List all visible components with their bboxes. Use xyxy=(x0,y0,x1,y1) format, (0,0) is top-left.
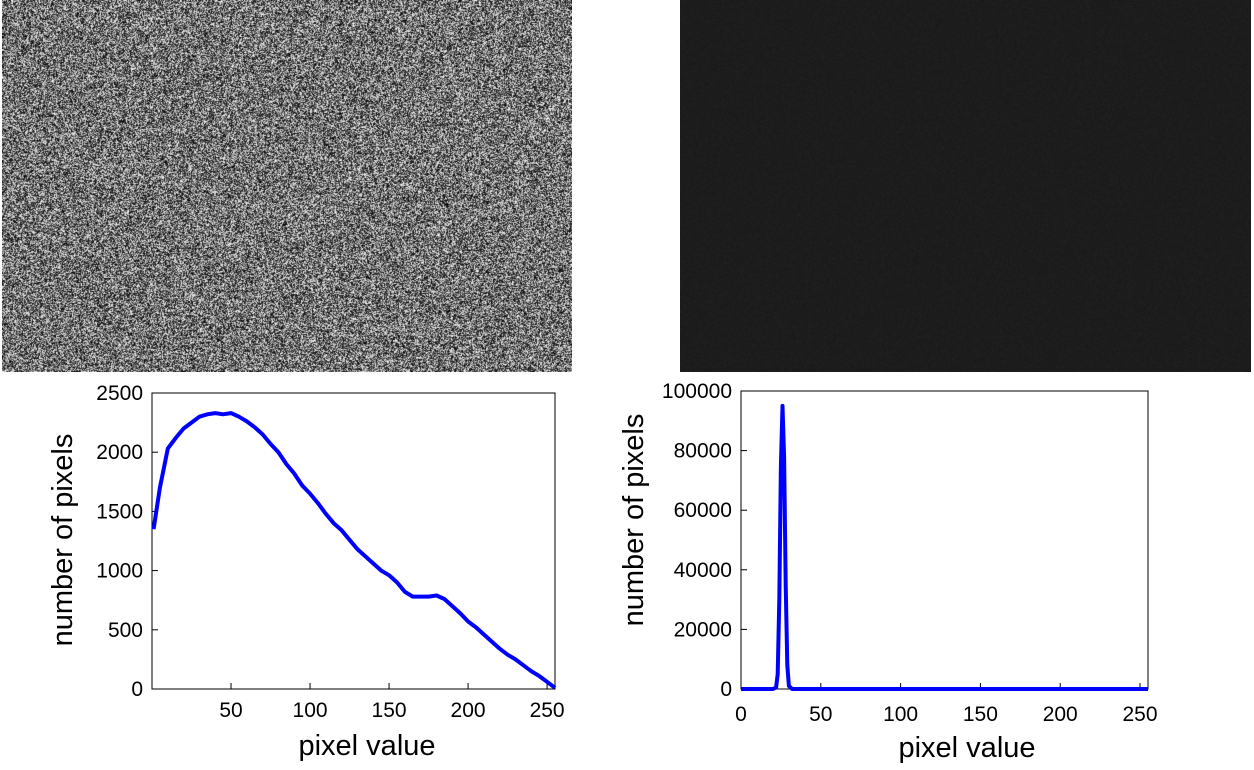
y-tick-label: 2000 xyxy=(96,441,143,464)
plot-frame-right xyxy=(740,390,1149,690)
x-tick-label: 50 xyxy=(809,703,832,726)
y-tick-label: 60000 xyxy=(674,499,732,522)
x-tick-label: 100 xyxy=(293,699,328,722)
processed-dark-image xyxy=(680,0,1251,372)
y-tick-label: 1000 xyxy=(96,560,143,583)
x-tick-label: 250 xyxy=(530,699,565,722)
y-tick-label: 20000 xyxy=(674,618,732,641)
y-tick-label: 100000 xyxy=(662,380,732,403)
plot-frame-left xyxy=(151,392,556,690)
x-tick-label: 0 xyxy=(735,703,747,726)
x-axis-label-left: pixel value xyxy=(298,730,435,762)
original-speckle-image xyxy=(2,0,572,372)
y-axis-label-left: number of pixels xyxy=(47,434,79,647)
x-tick-label: 200 xyxy=(451,699,486,722)
series-line-right xyxy=(741,403,1148,691)
x-tick-label: 200 xyxy=(1043,703,1078,726)
x-axis-label-right: pixel value xyxy=(898,732,1035,764)
x-tick-label: 250 xyxy=(1122,703,1157,726)
x-tick-label: 100 xyxy=(883,703,918,726)
y-tick-label: 0 xyxy=(131,678,143,701)
y-tick-label: 1500 xyxy=(96,500,143,523)
x-tick-label: 50 xyxy=(219,699,242,722)
y-tick-label: 0 xyxy=(720,678,732,701)
x-tick-label: 150 xyxy=(372,699,407,722)
y-axis-label-right: number of pixels xyxy=(618,414,650,627)
y-tick-label: 80000 xyxy=(674,440,732,463)
y-tick-label: 2500 xyxy=(96,382,143,405)
y-tick-label: 500 xyxy=(108,619,143,642)
y-tick-label: 40000 xyxy=(674,559,732,582)
x-tick-label: 150 xyxy=(963,703,998,726)
series-line-left xyxy=(151,411,557,690)
histogram-chart-right: 0 50 100 150 200 250 0 20000 40000 60000 80000 1000… xyxy=(618,380,1158,764)
